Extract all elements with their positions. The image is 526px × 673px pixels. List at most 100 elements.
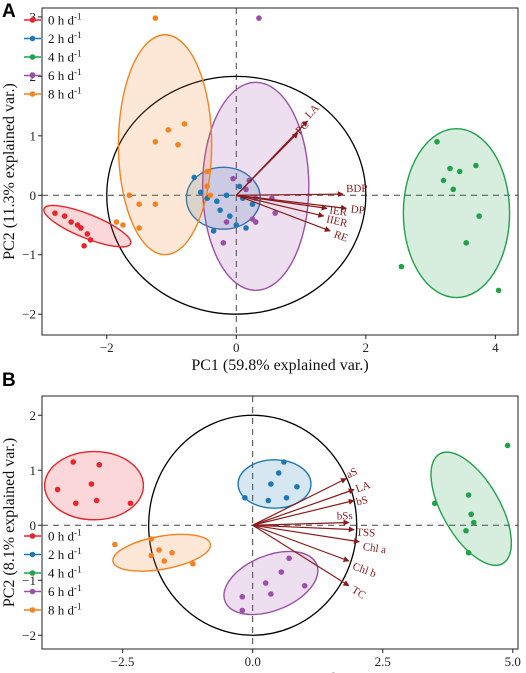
legend: 0 h d-1 2 h d-1 4 h d-1 6 h d-1 8 h d-1 xyxy=(24,528,82,618)
legend-label-1: 2 h d-1 xyxy=(48,30,82,46)
data-point-s2-2 xyxy=(431,500,438,507)
data-point-s4-13 xyxy=(207,192,214,199)
data-point-s2-6 xyxy=(463,240,469,246)
data-point-s0-0 xyxy=(70,459,77,465)
loading-arrow-4 xyxy=(252,524,355,533)
x-tick-label-1: 0 xyxy=(233,340,240,355)
data-point-s1-11 xyxy=(233,222,240,228)
loading-arrow-6 xyxy=(252,524,350,562)
data-point-s4-4 xyxy=(175,141,181,148)
legend-label-0: 0 h d-1 xyxy=(48,12,82,28)
data-point-s1-1 xyxy=(275,470,282,476)
loading-arrow-5 xyxy=(236,194,325,218)
x-axis-label: PC1 (59.8% explained var.) xyxy=(191,357,368,374)
data-point-s2-8 xyxy=(495,287,502,294)
data-point-s4-6 xyxy=(126,192,133,199)
loading-label-4: TSS xyxy=(356,527,375,540)
data-point-s3-4 xyxy=(239,607,246,614)
data-point-s1-3 xyxy=(294,483,300,490)
x-tick-label-2: 2.5 xyxy=(375,654,391,669)
data-point-s0-5 xyxy=(84,231,91,237)
legend-marker-4 xyxy=(29,607,36,613)
loading-arrow-2 xyxy=(252,498,355,526)
data-point-s1-4 xyxy=(265,497,272,504)
x-tick-label-2: 2 xyxy=(363,340,370,355)
loading-label-5: Chl a xyxy=(362,541,387,556)
legend-marker-4 xyxy=(29,91,36,97)
data-point-s0-1 xyxy=(88,481,95,487)
data-point-s3-2 xyxy=(239,593,246,600)
legend-label-2: 4 h d-1 xyxy=(48,565,82,581)
loading-label-2: bS xyxy=(355,494,369,508)
data-point-s1-1 xyxy=(197,189,204,196)
loading-label-6: Chl b xyxy=(351,561,378,581)
loading-label-1: LA xyxy=(354,479,372,495)
legend-marker-1 xyxy=(29,551,36,558)
data-point-s3-6 xyxy=(278,569,285,575)
data-point-s4-1 xyxy=(148,536,155,542)
data-point-s0-2 xyxy=(68,219,74,225)
data-point-s2-0 xyxy=(504,442,511,449)
data-point-s2-4 xyxy=(463,527,469,534)
data-point-s3-7 xyxy=(252,219,259,225)
x-tick-label-3: 5.0 xyxy=(505,654,521,669)
group-ellipse-3 xyxy=(223,550,319,616)
data-point-s1-5 xyxy=(283,494,290,501)
data-point-s0-4 xyxy=(96,461,103,468)
legend-marker-0 xyxy=(29,17,36,23)
data-point-s4-0 xyxy=(152,15,159,21)
data-point-s0-7 xyxy=(81,243,87,249)
data-point-s2-6 xyxy=(465,549,472,556)
legend-label-4: 8 h d-1 xyxy=(48,86,82,102)
data-point-s4-4 xyxy=(148,552,155,559)
x-tick-label-3: 4 xyxy=(492,340,499,355)
loading-label-3: bSs xyxy=(337,510,353,522)
loading-arrow-1 xyxy=(235,132,299,196)
data-point-s0-4 xyxy=(78,225,84,231)
data-point-s3-3 xyxy=(268,591,274,597)
group-ellipse-0 xyxy=(43,450,145,521)
data-point-s1-0 xyxy=(281,459,287,465)
y-tick-label-2: 0 xyxy=(30,518,37,533)
y-tick-label-4: 2 xyxy=(30,408,37,423)
y-tick-label-0: −2 xyxy=(22,628,36,643)
loading-arrow-0 xyxy=(252,477,347,526)
y-tick-label-3: 1 xyxy=(30,128,37,143)
data-point-s2-3 xyxy=(450,186,457,193)
legend-label-4: 8 h d-1 xyxy=(48,602,82,618)
loading-arrow-6 xyxy=(236,194,331,232)
x-tick-label-0: −2 xyxy=(100,340,114,355)
data-point-s3-1 xyxy=(230,175,236,182)
data-point-s2-7 xyxy=(398,263,405,270)
data-point-s1-3 xyxy=(214,198,220,205)
data-point-s1-6 xyxy=(227,213,233,219)
group-ellipse-2 xyxy=(402,127,511,299)
y-tick-label-5: 3 xyxy=(30,9,37,24)
panel-label-a: A xyxy=(2,1,16,22)
plot-frame xyxy=(41,7,519,336)
data-point-s4-11 xyxy=(136,225,142,231)
data-point-s2-4 xyxy=(473,162,479,169)
data-point-s2-1 xyxy=(447,165,453,172)
legend-label-0: 0 h d-1 xyxy=(48,528,82,544)
data-point-s0-6 xyxy=(87,237,94,243)
panel-label-b: B xyxy=(2,370,16,391)
data-point-s4-6 xyxy=(190,560,196,567)
data-point-s2-2 xyxy=(456,168,463,175)
legend-label-1: 2 h d-1 xyxy=(48,546,82,562)
y-axis-label: PC2 (11.3% explained var.) xyxy=(1,83,18,260)
data-point-s4-5 xyxy=(204,168,210,175)
data-point-s0-6 xyxy=(127,500,134,507)
data-point-s3-9 xyxy=(272,210,278,216)
data-point-s3-0 xyxy=(286,555,292,562)
data-point-s3-5 xyxy=(301,582,308,589)
data-point-s4-2 xyxy=(156,547,162,553)
loading-label-2: BDP xyxy=(346,183,368,195)
legend: 0 h d-1 2 h d-1 4 h d-1 6 h d-1 8 h d-1 xyxy=(24,12,82,102)
legend-marker-2 xyxy=(29,54,36,60)
x-axis-label: PC1 (82.6% explained var.) xyxy=(191,671,368,673)
y-tick-label-0: −2 xyxy=(22,307,36,322)
loading-label-4: IER xyxy=(329,204,349,219)
